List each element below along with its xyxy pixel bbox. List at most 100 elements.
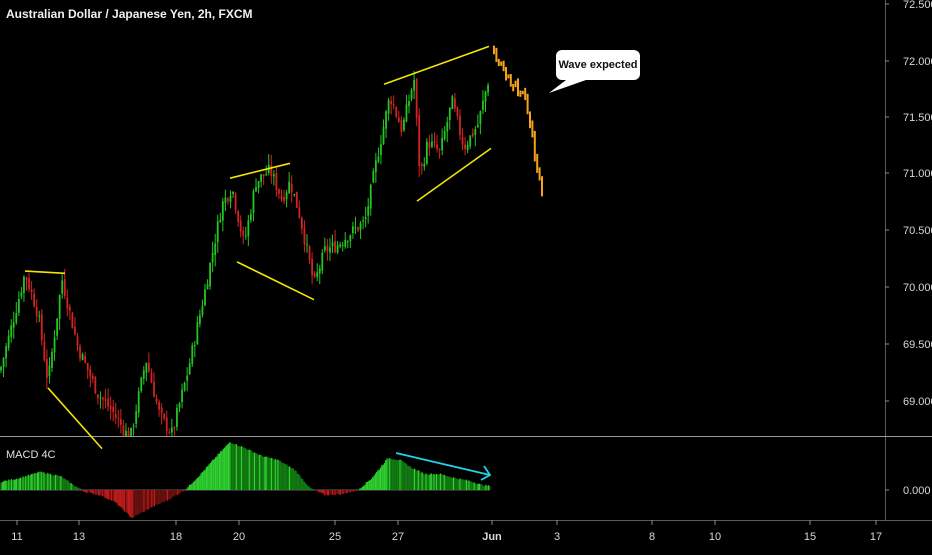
- candle-body: [364, 217, 367, 220]
- candle-body: [441, 137, 444, 151]
- candle-body: [380, 144, 382, 156]
- candle-body: [446, 121, 449, 132]
- candle-body: [436, 144, 438, 150]
- wave-expected-callout: Wave expected: [556, 50, 640, 80]
- callout-pointer: [549, 80, 586, 93]
- candle-body: [234, 193, 237, 211]
- candle-body: [382, 127, 385, 144]
- candle-body: [79, 346, 81, 359]
- candle-body: [344, 239, 347, 247]
- candle-body: [362, 220, 364, 222]
- trendline: [47, 387, 103, 450]
- candle-body: [339, 244, 342, 247]
- candle-body: [216, 221, 219, 243]
- candle-body: [367, 206, 370, 216]
- candle-body: [469, 135, 472, 147]
- candle-body: [451, 96, 454, 110]
- x-tick-label: 17: [870, 531, 882, 543]
- candle-body: [71, 312, 74, 329]
- candle-body: [290, 183, 293, 193]
- candle-body: [160, 407, 163, 414]
- candle-body: [158, 401, 160, 410]
- candle-body: [142, 370, 145, 379]
- y-tick-label: 72.000: [903, 56, 932, 68]
- candle-body: [53, 337, 56, 353]
- candle-body: [86, 362, 89, 371]
- candle-body: [97, 394, 99, 398]
- candle-body: [397, 117, 400, 123]
- candle-body: [423, 163, 426, 167]
- candle-body: [359, 223, 362, 230]
- candle-body: [272, 174, 275, 177]
- candle-body: [20, 292, 23, 297]
- candle-body: [244, 235, 247, 237]
- candle-body: [104, 399, 107, 401]
- trendline: [229, 162, 291, 179]
- x-tick-label: 10: [709, 531, 721, 543]
- candle-body: [369, 184, 372, 209]
- candle-body: [349, 235, 352, 242]
- candle-body: [329, 247, 331, 253]
- candle-body: [487, 84, 489, 93]
- candle-body: [2, 357, 5, 368]
- candle-body: [247, 220, 250, 237]
- y-tick-label: 70.500: [903, 225, 932, 237]
- candle-body: [471, 133, 474, 137]
- candle-body: [127, 430, 130, 436]
- candle-body: [275, 172, 278, 190]
- x-tick-label: 11: [11, 531, 22, 543]
- candle-body: [99, 397, 102, 399]
- y-tick-label: 70.000: [903, 282, 932, 294]
- candle-body: [484, 91, 487, 102]
- candle-body: [374, 160, 377, 173]
- candle-body: [280, 195, 283, 200]
- candle-body: [227, 198, 229, 202]
- candle-body: [5, 346, 7, 359]
- candle-body: [204, 289, 206, 306]
- candle-body: [168, 431, 171, 433]
- candle-body: [283, 197, 285, 202]
- candle-body: [199, 315, 201, 324]
- candle-body: [155, 398, 158, 402]
- candle-body: [255, 187, 257, 192]
- candle-body: [163, 414, 166, 419]
- trendline: [383, 45, 490, 85]
- candle-body: [170, 427, 173, 433]
- candle-body: [178, 403, 181, 408]
- candle-body: [191, 345, 194, 365]
- candle-body: [130, 427, 132, 436]
- candle-body: [313, 273, 316, 277]
- candle-body: [23, 276, 25, 293]
- candle-body: [438, 149, 441, 151]
- candle-body: [301, 217, 303, 229]
- candle-body: [188, 363, 191, 375]
- candle-body: [316, 272, 319, 278]
- candle-body: [48, 365, 51, 377]
- candle-body: [425, 141, 428, 164]
- candle-body: [81, 354, 84, 361]
- candle-body: [229, 196, 232, 203]
- candle-body: [285, 192, 288, 200]
- chart-title: Australian Dollar / Japanese Yen, 2h, FX…: [6, 7, 253, 21]
- candle-body: [51, 351, 53, 368]
- candle-body: [122, 425, 125, 436]
- candle-body: [459, 115, 461, 135]
- candle-body: [224, 197, 227, 203]
- candle-body: [260, 174, 262, 182]
- candle-body: [17, 298, 20, 313]
- x-tick-label: 18: [170, 531, 182, 543]
- candle-body: [219, 219, 222, 223]
- candle-body: [89, 369, 92, 377]
- candle-body: [415, 79, 418, 118]
- candle-body: [76, 336, 79, 346]
- x-tick-label: 8: [649, 531, 655, 543]
- candle-body: [15, 313, 18, 323]
- candle-body: [257, 180, 260, 189]
- candle-body: [318, 268, 321, 274]
- candle-body: [385, 111, 387, 129]
- candle-body: [428, 142, 431, 148]
- candle-body: [405, 104, 408, 122]
- candle-body: [153, 381, 155, 398]
